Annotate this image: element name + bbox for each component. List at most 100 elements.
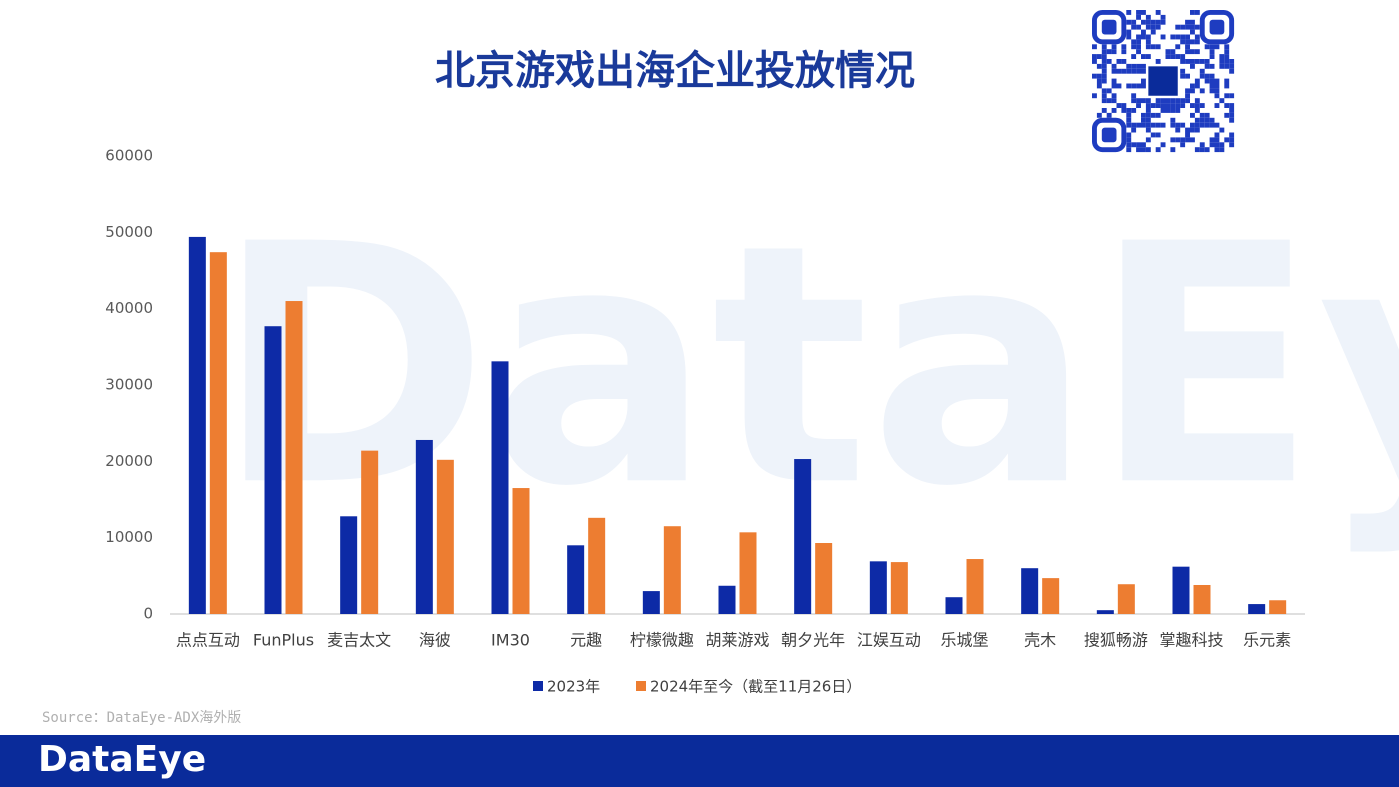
qr-cell xyxy=(1194,78,1200,84)
qr-cell xyxy=(1229,68,1235,74)
qr-cell xyxy=(1209,83,1215,89)
qr-cell xyxy=(1131,54,1137,59)
qr-cell xyxy=(1126,117,1132,123)
qr-cell xyxy=(1101,73,1107,79)
qr-cell xyxy=(1180,68,1186,74)
qr-cell xyxy=(1145,147,1151,153)
qr-cell xyxy=(1190,39,1195,45)
qr-cell xyxy=(1209,63,1215,69)
qr-cell xyxy=(1096,112,1102,118)
legend-swatch xyxy=(636,681,646,691)
qr-cell xyxy=(1136,142,1141,148)
qr-cell xyxy=(1229,103,1235,108)
qr-cell xyxy=(1180,54,1186,59)
x-tick-label: 海彼 xyxy=(419,631,451,650)
qr-cell xyxy=(1136,122,1141,128)
qr-cell xyxy=(1170,54,1176,59)
qr-cell xyxy=(1092,73,1097,79)
qr-cell xyxy=(1160,14,1166,20)
qr-cell xyxy=(1219,147,1225,153)
bar xyxy=(264,326,282,614)
qr-cell xyxy=(1131,127,1137,133)
qr-cell xyxy=(1126,132,1132,138)
qr-finder xyxy=(1091,9,1127,45)
qr-cell xyxy=(1101,108,1107,113)
qr-cell xyxy=(1199,88,1205,94)
qr-cell xyxy=(1194,103,1200,108)
qr-cell xyxy=(1190,127,1195,133)
qr-cell xyxy=(1141,68,1146,74)
qr-cell xyxy=(1145,44,1151,50)
bar xyxy=(361,450,379,614)
qr-cell xyxy=(1224,54,1230,59)
qr-cell xyxy=(1106,112,1112,118)
bar xyxy=(285,301,303,614)
qr-cell xyxy=(1096,78,1102,84)
qr-cell xyxy=(1214,137,1220,143)
qr-cell xyxy=(1224,59,1230,64)
x-tick-label: 胡莱游戏 xyxy=(705,631,769,650)
bar xyxy=(340,516,358,614)
qr-cell xyxy=(1121,103,1127,108)
qr-cell xyxy=(1126,68,1132,74)
qr-cell xyxy=(1194,24,1200,30)
qr-cell xyxy=(1160,19,1166,25)
qr-cell xyxy=(1185,93,1190,99)
bar xyxy=(890,562,908,614)
qr-cell xyxy=(1190,49,1195,55)
qr-logo xyxy=(1148,66,1178,96)
qr-cell xyxy=(1111,78,1117,84)
qr-cell xyxy=(1106,88,1112,94)
qr-cell xyxy=(1194,127,1200,133)
qr-cell xyxy=(1092,59,1097,64)
qr-cell xyxy=(1160,108,1166,113)
qr-cell xyxy=(1204,78,1210,84)
qr-cell xyxy=(1209,137,1215,143)
qr-cell xyxy=(1214,44,1220,50)
qr-cell xyxy=(1209,44,1215,50)
qr-cell xyxy=(1126,10,1132,15)
qr-cell xyxy=(1204,147,1210,153)
bar xyxy=(415,439,433,614)
qr-cell xyxy=(1185,49,1190,55)
bar xyxy=(794,459,812,614)
bar xyxy=(945,597,963,614)
qr-cell xyxy=(1175,137,1181,143)
qr-cell xyxy=(1136,63,1141,69)
qr-cell xyxy=(1136,68,1141,74)
qr-cell xyxy=(1180,59,1186,64)
qr-cell xyxy=(1131,63,1137,69)
qr-cell xyxy=(1126,108,1132,113)
qr-cell xyxy=(1092,54,1097,59)
qr-cell xyxy=(1165,103,1171,108)
qr-cell xyxy=(1224,63,1230,69)
qr-cell xyxy=(1101,78,1107,84)
qr-cell xyxy=(1131,24,1137,30)
qr-cell xyxy=(1121,44,1127,50)
qr-cell xyxy=(1145,108,1151,113)
qr-cell xyxy=(1136,44,1141,50)
qr-cell xyxy=(1214,83,1220,89)
qr-cell xyxy=(1194,108,1200,113)
bar xyxy=(209,252,227,614)
bar xyxy=(188,236,206,614)
qr-cell xyxy=(1165,54,1171,59)
qr-cell xyxy=(1136,103,1141,108)
qr-cell xyxy=(1131,122,1137,128)
qr-cell xyxy=(1190,88,1195,94)
qr-cell xyxy=(1175,44,1181,50)
qr-cell xyxy=(1224,137,1230,143)
qr-cell xyxy=(1096,63,1102,69)
qr-cell xyxy=(1121,68,1127,74)
qr-cell xyxy=(1224,49,1230,55)
qr-cell xyxy=(1101,93,1107,99)
bar xyxy=(642,591,660,614)
qr-cell xyxy=(1214,88,1220,94)
qr-cell xyxy=(1209,117,1215,123)
x-tick-label: 江娱互动 xyxy=(857,631,921,650)
qr-cell xyxy=(1145,137,1151,143)
qr-cell xyxy=(1219,142,1225,148)
x-tick-label: 柠檬微趣 xyxy=(630,631,694,650)
qr-cell xyxy=(1150,103,1156,108)
